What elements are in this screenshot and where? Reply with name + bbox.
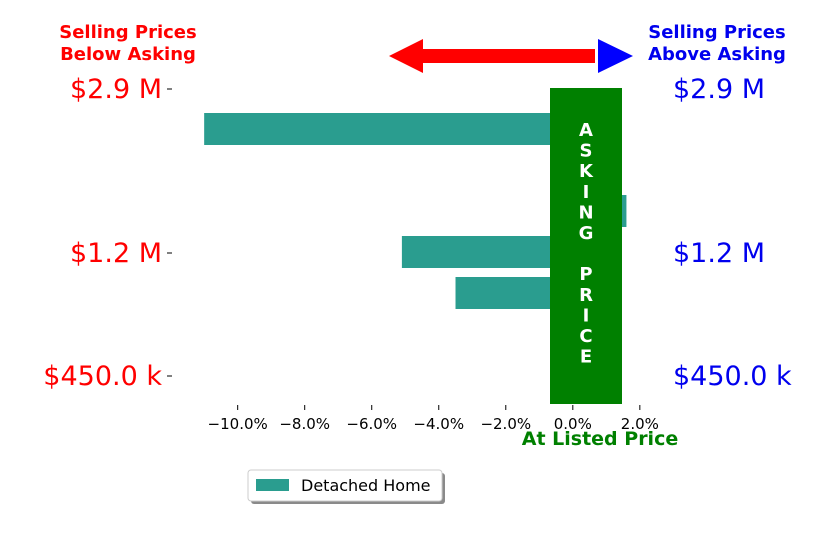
asking-letter-5: G — [579, 223, 594, 244]
left-tick-label-0: $2.9 M — [70, 74, 162, 105]
right-tick-label-2: $450.0 k — [673, 361, 792, 392]
right-tick-label-0: $2.9 M — [673, 74, 765, 105]
legend-swatch — [256, 479, 289, 491]
x-tick-label-0: −10.0% — [208, 415, 268, 433]
below-asking-line1: Selling Prices — [59, 22, 196, 43]
x-tick-label-4: −2.0% — [480, 415, 531, 433]
asking-letter-9: I — [583, 305, 590, 326]
at-listed-price-label: At Listed Price — [522, 428, 678, 450]
x-tick-label-6: 2.0% — [621, 415, 659, 433]
legend: Detached Home — [247, 469, 445, 504]
asking-letter-0: A — [579, 120, 593, 141]
asking-letter-11: E — [580, 347, 592, 368]
above-asking-line1: Selling Prices — [648, 22, 785, 43]
x-tick-label-1: −8.0% — [279, 415, 330, 433]
x-tick-label-2: −6.0% — [346, 415, 397, 433]
asking-letter-10: C — [579, 326, 592, 347]
x-axis-ticks: −10.0% −8.0% −6.0% −4.0% −2.0% 0.0% 2.0% — [208, 405, 659, 433]
red-left-arrow — [389, 39, 595, 73]
left-tick-label-1: $1.2 M — [70, 238, 162, 269]
bar-3 — [401, 236, 573, 268]
x-tick-label-3: −4.0% — [413, 415, 464, 433]
above-asking-line2: Above Asking — [648, 44, 786, 65]
asking-letter-3: I — [583, 182, 590, 203]
bar-0 — [204, 113, 573, 145]
right-tick-label-1: $1.2 M — [673, 238, 765, 269]
x-tick-label-5: 0.0% — [554, 415, 592, 433]
blue-right-arrow — [598, 39, 633, 73]
right-tick-labels: $2.9 M $1.2 M $450.0 k — [673, 74, 792, 392]
left-tick-label-2: $450.0 k — [43, 361, 162, 392]
asking-price-band — [550, 88, 622, 404]
legend-box — [247, 469, 443, 502]
asking-letter-4: N — [578, 202, 593, 223]
asking-letter-8: R — [579, 285, 593, 306]
asking-letter-2: K — [579, 161, 594, 182]
below-asking-line2: Below Asking — [60, 44, 196, 65]
asking-letter-1: S — [580, 141, 593, 162]
legend-label: Detached Home — [301, 476, 431, 495]
asking-letter-7: P — [579, 264, 592, 285]
left-tick-labels: $2.9 M $1.2 M $450.0 k — [43, 74, 172, 392]
